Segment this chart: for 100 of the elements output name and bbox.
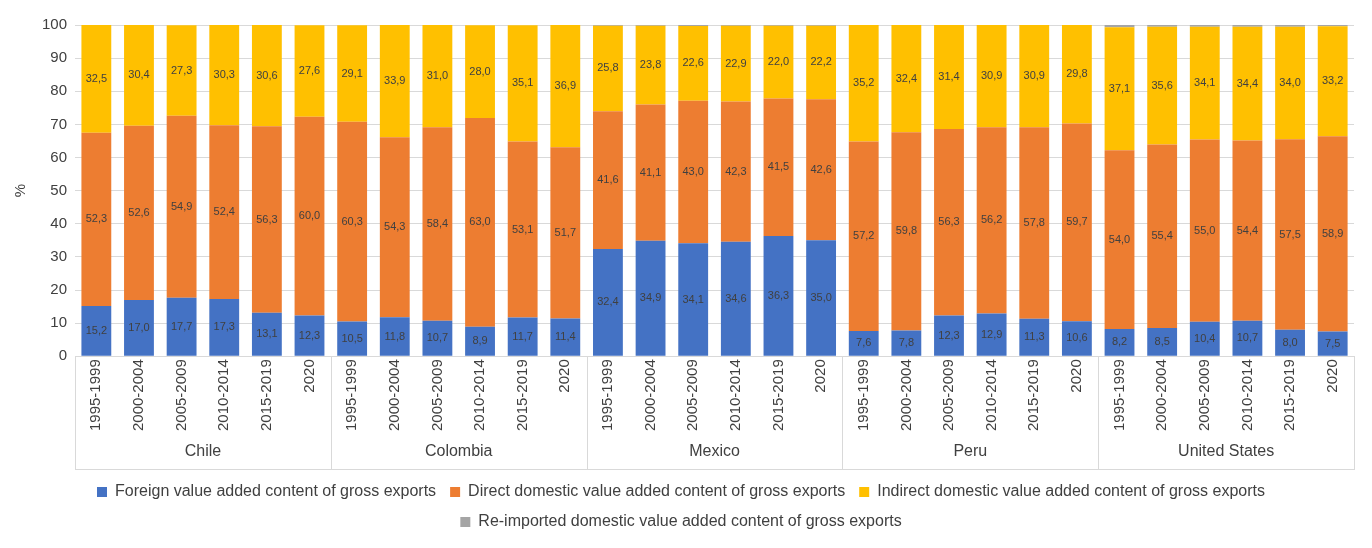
bar xyxy=(379,317,410,356)
data-label: 33,9 xyxy=(384,74,406,87)
x-tick-label: 2005-2009 xyxy=(427,359,445,431)
y-tick-label: 30 xyxy=(50,247,68,265)
data-label: 30,3 xyxy=(213,68,235,81)
x-tick-label: 2015-2019 xyxy=(768,359,786,431)
data-label: 17,0 xyxy=(128,320,150,333)
bar xyxy=(422,127,453,321)
data-label: 36,9 xyxy=(554,79,577,92)
bar xyxy=(422,25,453,128)
data-label: 52,6 xyxy=(128,205,150,218)
data-label: 57,2 xyxy=(853,229,875,242)
x-tick-label: 1995-1999 xyxy=(1109,359,1127,431)
y-tick-label: 50 xyxy=(50,180,68,198)
data-label: 35,0 xyxy=(810,291,832,304)
bar xyxy=(422,320,453,356)
data-label: 25,8 xyxy=(597,61,619,74)
data-label: 57,5 xyxy=(1279,227,1301,240)
data-label: 10,5 xyxy=(341,331,363,344)
data-label: 29,8 xyxy=(1066,67,1088,80)
x-tick-label: 2005-2009 xyxy=(171,359,189,431)
data-label: 10,7 xyxy=(426,331,449,344)
bar xyxy=(848,331,879,356)
bar xyxy=(1317,136,1348,332)
x-tick-label: 2020 xyxy=(1322,359,1340,393)
bar xyxy=(1317,26,1348,137)
bar xyxy=(806,25,837,100)
data-label: 35,2 xyxy=(853,76,875,89)
x-tick-label: 2005-2009 xyxy=(1194,359,1212,431)
y-tick-label: 20 xyxy=(50,280,68,298)
bar xyxy=(81,132,112,306)
bar xyxy=(720,241,751,356)
text: United States xyxy=(1178,442,1275,460)
data-label: 56,3 xyxy=(938,215,960,228)
data-label: 54,9 xyxy=(170,199,193,212)
data-label: 54,0 xyxy=(1108,232,1131,245)
bar xyxy=(1147,328,1178,356)
data-label: 34,0 xyxy=(1279,76,1301,88)
data-label: 10,7 xyxy=(1236,331,1259,344)
bar xyxy=(1232,26,1263,141)
bar xyxy=(934,315,964,356)
bar xyxy=(465,326,495,356)
bar xyxy=(337,321,368,356)
y-tick-label: 40 xyxy=(50,213,68,231)
data-label: 31,4 xyxy=(938,70,960,83)
bar xyxy=(593,248,623,356)
bar xyxy=(593,25,623,112)
data-label: 22,2 xyxy=(810,55,832,68)
y-tick-label: 80 xyxy=(50,81,68,99)
data-label: 59,8 xyxy=(895,224,918,237)
x-tick-label: 2000-2004 xyxy=(896,359,914,431)
bar xyxy=(635,240,666,356)
data-label: 31,0 xyxy=(426,69,449,82)
data-label: 52,4 xyxy=(213,205,235,218)
data-label: 35,1 xyxy=(511,76,534,89)
bar xyxy=(763,236,794,356)
bar xyxy=(934,129,964,316)
y-tick-label: 70 xyxy=(50,114,68,132)
text: Peru xyxy=(953,442,988,460)
y-tick-label: 0 xyxy=(58,346,68,364)
data-label: 34,1 xyxy=(1194,76,1216,89)
bar xyxy=(1061,321,1092,356)
data-label: 60,0 xyxy=(298,209,321,222)
bar xyxy=(1104,150,1135,330)
x-tick-label: 1995-1999 xyxy=(598,359,616,431)
bar xyxy=(251,25,282,127)
text: Colombia xyxy=(424,442,493,460)
bar xyxy=(550,318,581,356)
y-tick-label: 90 xyxy=(50,48,68,66)
x-tick-label: 2020 xyxy=(1067,359,1085,393)
data-label: 17,7 xyxy=(170,319,193,332)
data-label: 33,2 xyxy=(1321,74,1344,87)
legend-label: Indirect domestic value added content of gross exports xyxy=(877,482,1265,500)
bar xyxy=(1147,144,1178,329)
bar xyxy=(1019,318,1050,356)
data-label: 13,1 xyxy=(256,327,278,340)
bar xyxy=(635,104,666,241)
bar xyxy=(593,111,623,249)
data-label: 56,3 xyxy=(256,212,278,225)
data-label: 23,8 xyxy=(639,58,662,71)
data-label: 58,9 xyxy=(1321,226,1344,239)
data-label: 30,9 xyxy=(1023,69,1045,82)
bar xyxy=(209,125,240,299)
bar xyxy=(678,100,709,244)
bar xyxy=(465,118,495,327)
data-label: 58,4 xyxy=(426,217,449,230)
data-label: 56,2 xyxy=(980,213,1003,226)
legend-label: Re-imported domestic value added content of gross exports xyxy=(478,512,902,530)
bar xyxy=(209,298,240,356)
bar xyxy=(934,25,964,130)
y-tick-label: 10 xyxy=(50,313,68,331)
bar xyxy=(507,25,538,142)
x-tick-label: 2020 xyxy=(811,359,829,393)
bar xyxy=(1317,331,1348,356)
data-label: 41,6 xyxy=(597,173,619,186)
data-label: 34,4 xyxy=(1236,76,1259,89)
data-label: 63,0 xyxy=(469,215,491,228)
x-tick-label: 2015-2019 xyxy=(512,359,530,431)
bar xyxy=(1019,127,1050,319)
data-label: 32,4 xyxy=(597,295,619,308)
